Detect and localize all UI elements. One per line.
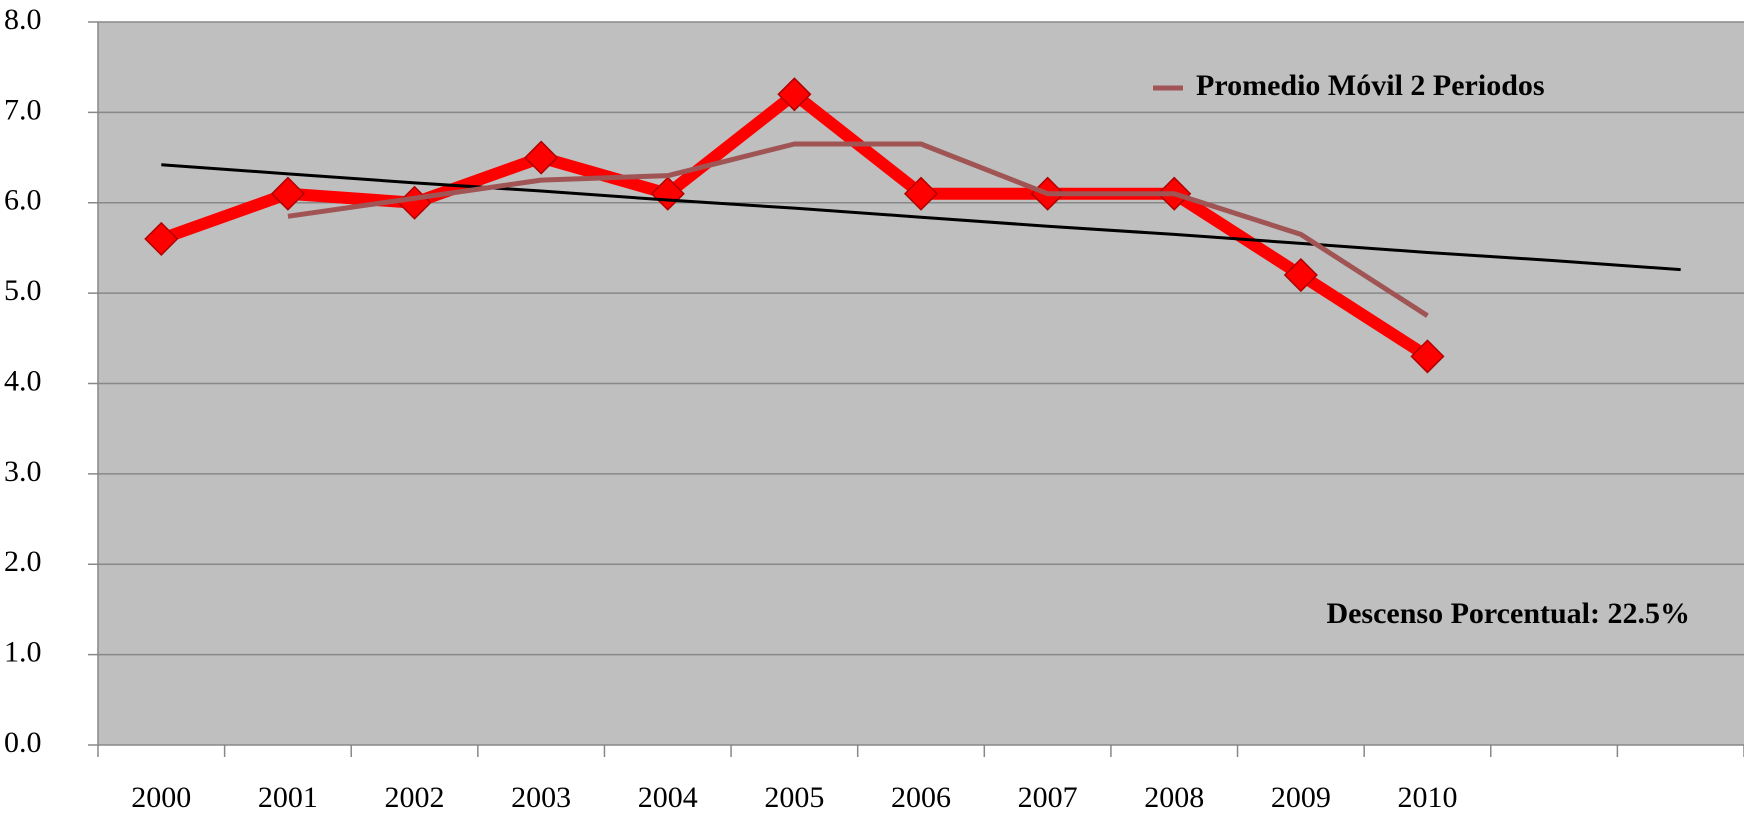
- y-tick-label: 1.0: [4, 636, 42, 669]
- series-line: [287, 141, 1429, 318]
- x-tick-label: 2006: [891, 781, 951, 814]
- data-point: [777, 77, 812, 112]
- x-tick-label: 2007: [1018, 781, 1078, 814]
- y-tick-label: 3.0: [4, 455, 42, 488]
- data-point: [524, 140, 559, 175]
- y-tick-label: 0.0: [4, 726, 42, 759]
- data-point: [903, 176, 939, 211]
- y-tick-label: 6.0: [4, 184, 42, 217]
- series-line: [161, 163, 1681, 272]
- legend-label: Promedio Móvil 2 Periodos: [1196, 69, 1545, 102]
- annotation: Descenso Porcentual: 22.5%: [1326, 597, 1690, 630]
- y-tick-label: 5.0: [4, 274, 42, 307]
- data-point: [1283, 257, 1318, 293]
- x-tick-label: 2000: [131, 781, 191, 814]
- x-tick-label: 2004: [638, 781, 698, 814]
- y-tick-label: 8.0: [4, 3, 42, 36]
- data-point: [1410, 339, 1445, 374]
- y-tick-label: 7.0: [4, 93, 42, 126]
- x-tick-label: 2001: [258, 781, 318, 814]
- x-tick-label: 2008: [1144, 781, 1204, 814]
- y-tick-label: 2.0: [4, 545, 42, 578]
- x-tick-label: 2002: [385, 781, 445, 814]
- x-tick-label: 2010: [1397, 781, 1457, 814]
- x-tick-label: 2005: [764, 781, 824, 814]
- data-point: [270, 176, 305, 211]
- x-tick-label: 2003: [511, 781, 571, 814]
- data-point: [144, 221, 179, 256]
- x-tick-label: 2009: [1271, 781, 1331, 814]
- y-tick-label: 4.0: [4, 364, 42, 397]
